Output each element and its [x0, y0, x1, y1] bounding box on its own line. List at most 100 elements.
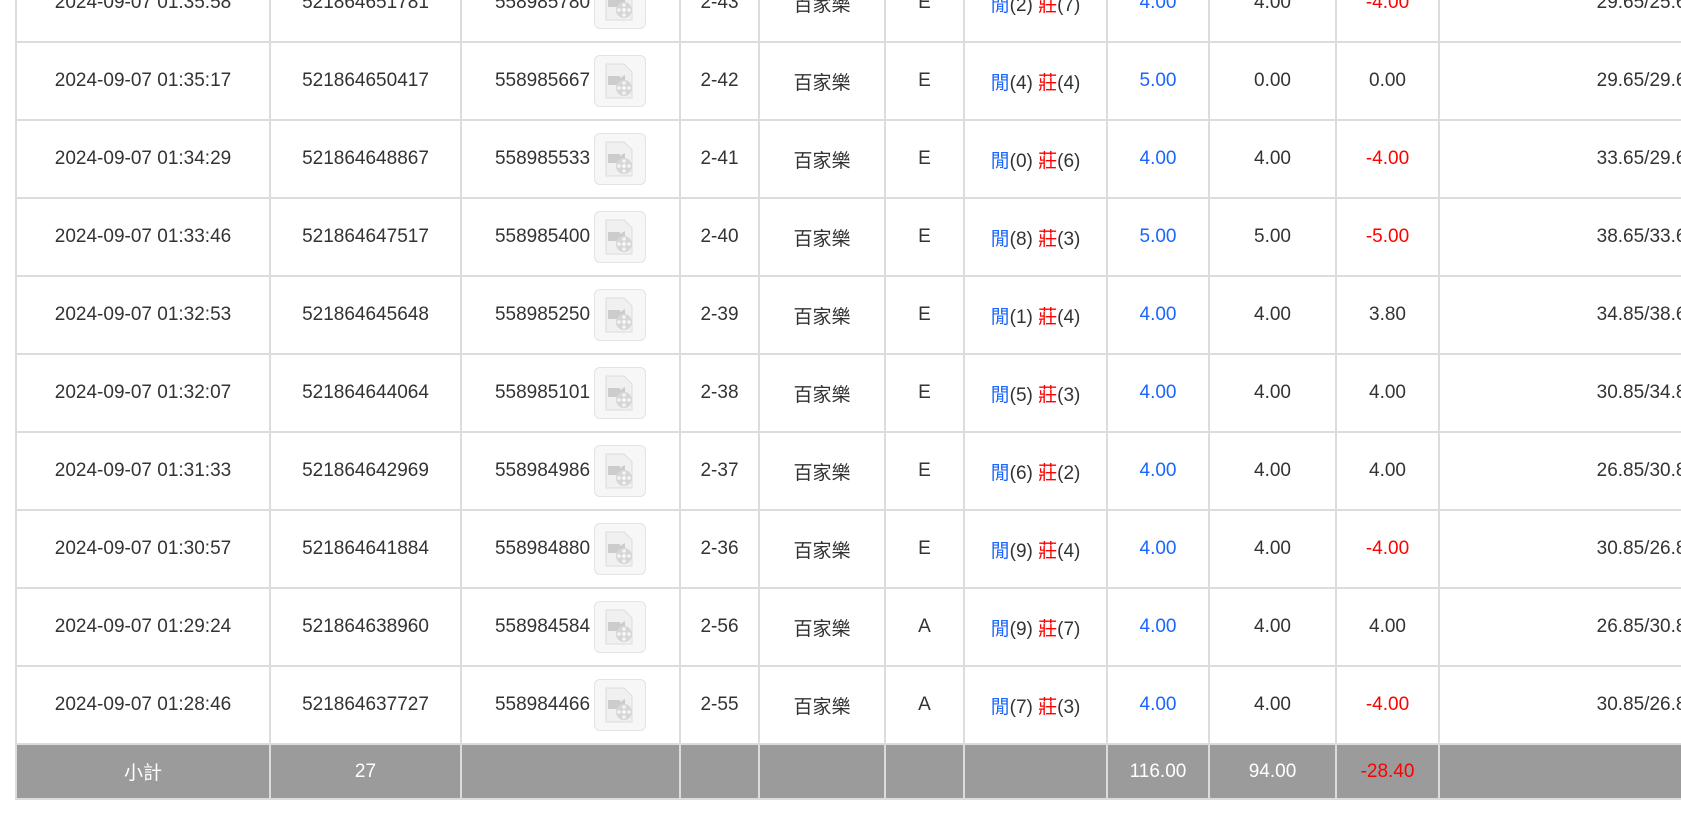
win-loss: -4.00 — [1335, 509, 1440, 589]
game-type: 百家樂 — [758, 41, 886, 121]
table-row: 2024-09-07 01:33:46 521864647517 5589854… — [15, 197, 1681, 277]
bet-amount: 4.00 — [1106, 0, 1210, 43]
table-code: E — [884, 275, 965, 355]
video-file-icon[interactable] — [594, 679, 647, 731]
video-file-icon[interactable] — [594, 601, 647, 653]
round-cell: 558985400 — [460, 197, 681, 277]
banker-points: (4) — [1057, 72, 1081, 94]
banker-label: 莊 — [1038, 306, 1058, 328]
table-code: A — [884, 587, 965, 667]
balance: 26.85/30.85 — [1438, 431, 1681, 511]
table-row: 2024-09-07 01:32:07 521864644064 5589851… — [15, 353, 1681, 433]
banker-points: (3) — [1057, 696, 1081, 718]
bet-time: 2024-09-07 01:34:29 — [15, 119, 271, 199]
bet-id: 521864642969 — [269, 431, 462, 511]
result: 閒(1) 莊(4) — [963, 275, 1108, 355]
win-loss: 0.00 — [1335, 41, 1440, 121]
bet-time: 2024-09-07 01:29:24 — [15, 587, 271, 667]
win-loss: 4.00 — [1335, 431, 1440, 511]
banker-label: 莊 — [1038, 0, 1058, 16]
banker-points: (2) — [1057, 462, 1081, 484]
bet-id: 521864638960 — [269, 587, 462, 667]
bet-id: 521864644064 — [269, 353, 462, 433]
round-cell: 558985780 — [460, 0, 681, 43]
player-label: 閒 — [990, 228, 1010, 250]
game-type: 百家樂 — [758, 0, 886, 43]
round-cell: 558985101 — [460, 353, 681, 433]
banker-points: (4) — [1057, 540, 1081, 562]
player-points: (0) — [1009, 150, 1033, 172]
result: 閒(4) 莊(4) — [963, 41, 1108, 121]
banker-points: (6) — [1057, 150, 1081, 172]
video-file-icon[interactable] — [594, 289, 647, 341]
game-type: 百家樂 — [758, 431, 886, 511]
banker-label: 莊 — [1038, 696, 1058, 718]
round-id: 558984466 — [494, 694, 591, 715]
result: 閒(7) 莊(3) — [963, 665, 1108, 745]
valid-bet: 4.00 — [1208, 587, 1337, 667]
banker-label: 莊 — [1038, 72, 1058, 94]
video-file-icon[interactable] — [594, 523, 647, 575]
bet-id: 521864637727 — [269, 665, 462, 745]
balance: 26.85/30.85 — [1438, 587, 1681, 667]
result: 閒(6) 莊(2) — [963, 431, 1108, 511]
bet-amount: 4.00 — [1106, 275, 1210, 355]
valid-bet: 4.00 — [1208, 431, 1337, 511]
player-points: (1) — [1009, 306, 1033, 328]
valid-bet: 4.00 — [1208, 665, 1337, 745]
round-cell: 558985667 — [460, 41, 681, 121]
shoe-round: 2-37 — [679, 431, 760, 511]
player-points: (5) — [1009, 384, 1033, 406]
table-row: 2024-09-07 01:29:24 521864638960 5589845… — [15, 587, 1681, 667]
bet-time: 2024-09-07 01:28:46 — [15, 665, 271, 745]
banker-points: (7) — [1057, 0, 1081, 16]
player-label: 閒 — [990, 384, 1010, 406]
banker-points: (3) — [1057, 384, 1081, 406]
video-file-icon[interactable] — [594, 0, 647, 29]
bet-time: 2024-09-07 01:30:57 — [15, 509, 271, 589]
bet-time: 2024-09-07 01:31:33 — [15, 431, 271, 511]
banker-label: 莊 — [1038, 618, 1058, 640]
result: 閒(9) 莊(4) — [963, 509, 1108, 589]
video-file-icon[interactable] — [594, 445, 647, 497]
bet-id: 521864641884 — [269, 509, 462, 589]
player-points: (2) — [1009, 0, 1033, 16]
balance: 30.85/34.85 — [1438, 353, 1681, 433]
valid-bet: 4.00 — [1208, 275, 1337, 355]
video-file-icon[interactable] — [594, 133, 647, 185]
table-code: E — [884, 41, 965, 121]
video-file-icon[interactable] — [594, 367, 647, 419]
banker-points: (4) — [1057, 306, 1081, 328]
balance: 34.85/38.65 — [1438, 275, 1681, 355]
player-label: 閒 — [990, 462, 1010, 484]
shoe-round: 2-36 — [679, 509, 760, 589]
game-type: 百家樂 — [758, 353, 886, 433]
shoe-round: 2-55 — [679, 665, 760, 745]
table-row: 2024-09-07 01:34:29 521864648867 5589855… — [15, 119, 1681, 199]
game-type: 百家樂 — [758, 119, 886, 199]
game-type: 百家樂 — [758, 665, 886, 745]
valid-bet: 4.00 — [1208, 0, 1337, 43]
result: 閒(8) 莊(3) — [963, 197, 1108, 277]
bet-id: 521864647517 — [269, 197, 462, 277]
table-code: E — [884, 119, 965, 199]
game-type: 百家樂 — [758, 275, 886, 355]
round-id: 558984986 — [494, 460, 591, 481]
player-points: (9) — [1009, 618, 1033, 640]
bet-id: 521864645648 — [269, 275, 462, 355]
bet-amount: 4.00 — [1106, 431, 1210, 511]
table-row: 2024-09-07 01:31:33 521864642969 5589849… — [15, 431, 1681, 511]
video-file-icon[interactable] — [594, 55, 647, 107]
win-loss: 4.00 — [1335, 587, 1440, 667]
banker-label: 莊 — [1038, 384, 1058, 406]
round-cell: 558984880 — [460, 509, 681, 589]
balance: 30.85/26.85 — [1438, 509, 1681, 589]
subtotal-row: 小計 27 116.00 94.00 -28.40 — [15, 743, 1681, 800]
table-code: E — [884, 353, 965, 433]
banker-points: (7) — [1057, 618, 1081, 640]
subtotal-count: 27 — [269, 743, 462, 800]
result: 閒(5) 莊(3) — [963, 353, 1108, 433]
valid-bet: 4.00 — [1208, 509, 1337, 589]
subtotal-label: 小計 — [15, 743, 271, 800]
video-file-icon[interactable] — [594, 211, 647, 263]
